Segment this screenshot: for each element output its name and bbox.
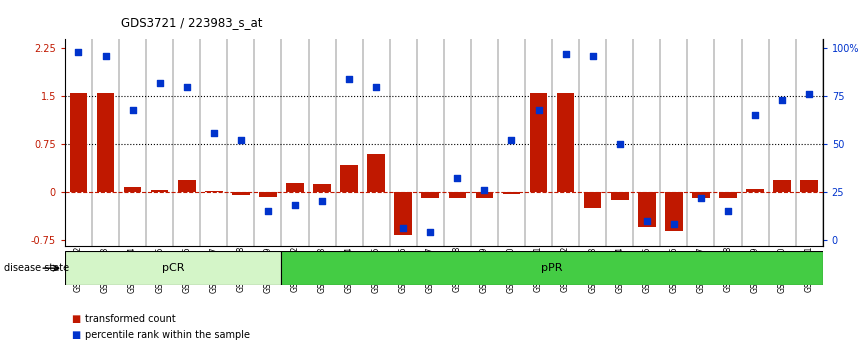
Point (234, 137, 248, 143)
Bar (611, 192, 629, 200)
Bar (65, 251, 281, 285)
Bar (719, 192, 737, 198)
Bar (232, 192, 249, 195)
Point (99, 53, 113, 59)
Bar (151, 190, 169, 192)
Point (640, 218, 654, 223)
Bar (773, 181, 791, 192)
Point (613, 141, 627, 147)
Point (72, 50, 86, 55)
Point (775, 97, 789, 103)
Point (532, 107, 546, 113)
Point (261, 208, 275, 214)
Bar (800, 181, 818, 192)
Point (180, 84, 194, 90)
Point (397, 225, 410, 231)
Bar (178, 181, 196, 192)
Bar (281, 251, 823, 285)
Bar (692, 192, 710, 198)
Bar (97, 93, 114, 192)
Point (207, 130, 221, 136)
Point (721, 208, 735, 214)
Point (694, 195, 708, 200)
Bar (259, 192, 277, 197)
Point (369, 84, 383, 90)
Point (802, 92, 816, 97)
Bar (394, 192, 412, 235)
Bar (205, 190, 223, 192)
Bar (286, 183, 304, 192)
Bar (475, 192, 494, 198)
Text: pCR: pCR (162, 263, 184, 273)
Point (126, 107, 139, 113)
Point (748, 113, 762, 118)
Text: GDS3721 / 223983_s_at: GDS3721 / 223983_s_at (121, 16, 262, 29)
Text: disease state: disease state (4, 263, 69, 273)
Point (288, 202, 302, 208)
Bar (449, 192, 466, 198)
Point (667, 222, 681, 227)
Point (559, 51, 572, 57)
Point (423, 229, 437, 235)
Bar (584, 192, 602, 208)
Text: ■: ■ (71, 314, 81, 324)
Point (315, 199, 329, 204)
Bar (557, 93, 574, 192)
Text: percentile rank within the sample: percentile rank within the sample (85, 330, 250, 339)
Bar (422, 192, 439, 198)
Bar (746, 189, 764, 192)
Text: pPR: pPR (541, 263, 563, 273)
Point (152, 80, 166, 86)
Bar (638, 192, 656, 227)
Text: ■: ■ (71, 330, 81, 339)
Bar (313, 184, 331, 192)
Point (505, 137, 519, 143)
Point (585, 53, 599, 59)
Bar (665, 192, 682, 232)
Bar (69, 93, 87, 192)
Bar (530, 93, 547, 192)
Text: transformed count: transformed count (85, 314, 176, 324)
Bar (502, 192, 520, 194)
Bar (367, 154, 385, 192)
Bar (340, 165, 358, 192)
Point (450, 176, 464, 181)
Point (477, 187, 491, 193)
Bar (124, 187, 141, 192)
Point (342, 76, 356, 82)
